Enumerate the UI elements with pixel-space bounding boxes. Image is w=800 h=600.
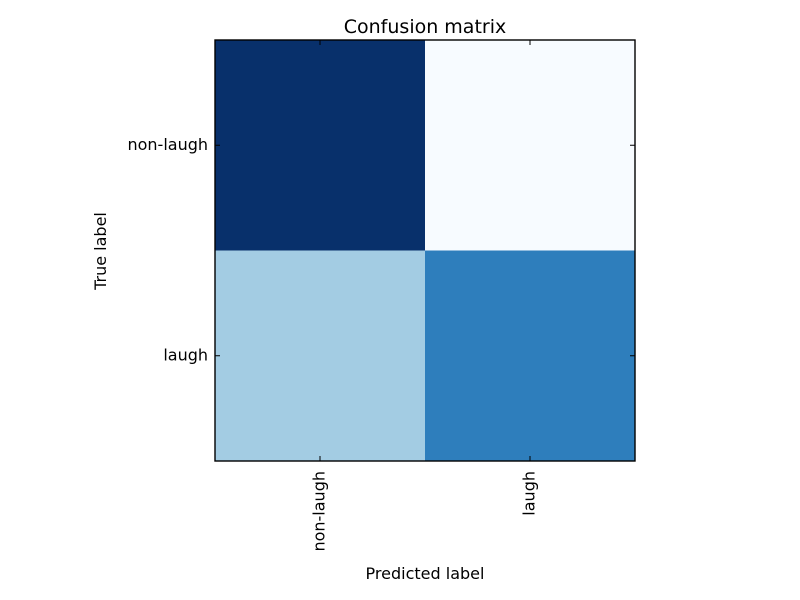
y-tick-label-non-laugh: non-laugh <box>127 135 208 154</box>
x-axis-label: Predicted label <box>366 564 485 583</box>
axis-tick-labels: non-laugh laugh non-laugh laugh <box>127 135 538 552</box>
heatmap-cell-true-laugh-pred-laugh <box>425 250 636 462</box>
heatmap-cell-true-non-laugh-pred-laugh <box>425 40 636 251</box>
x-tick-label-non-laugh: non-laugh <box>310 471 329 552</box>
y-axis-label: True label <box>91 212 110 291</box>
heatmap-cell-true-non-laugh-pred-non-laugh <box>215 40 426 251</box>
axis-ticks <box>215 40 635 461</box>
heatmap-cell-true-laugh-pred-non-laugh <box>215 250 426 462</box>
x-tick-label-laugh: laugh <box>520 471 539 516</box>
heatmap-cells <box>215 40 636 462</box>
y-tick-label-laugh: laugh <box>163 345 208 364</box>
plot-frame <box>214 39 636 462</box>
chart-title: Confusion matrix <box>344 16 506 38</box>
